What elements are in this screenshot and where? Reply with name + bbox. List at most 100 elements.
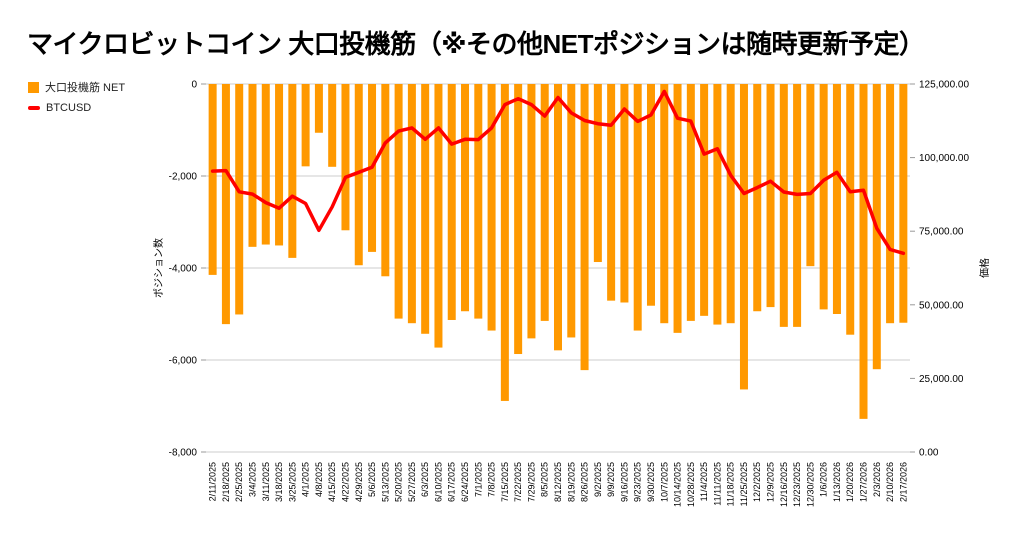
net-bar	[832, 84, 841, 314]
x-axis-tick-label: 8/5/2025	[540, 462, 550, 497]
net-bar	[301, 84, 310, 167]
x-axis-tick-label: 1/6/2026	[819, 462, 829, 497]
x-axis-tick-label: 6/10/2025	[433, 462, 443, 502]
net-bar	[434, 84, 443, 348]
net-bar	[859, 84, 868, 419]
net-bar	[288, 84, 297, 258]
x-axis-tick-label: 4/22/2025	[340, 462, 350, 502]
net-bar	[899, 84, 908, 323]
x-axis-tick-label: 5/20/2025	[394, 462, 404, 502]
net-bar	[514, 84, 523, 355]
right-axis-tick-label: 75,000.00	[919, 227, 964, 238]
net-bar	[886, 84, 895, 324]
left-axis-tick-label: -2,000	[169, 172, 198, 183]
net-bar	[739, 84, 748, 390]
x-axis-tick-label: 3/18/2025	[274, 462, 284, 502]
net-bar	[275, 84, 284, 246]
net-bar	[527, 84, 536, 339]
chart-legend: 大口投機筋 NET BTCUSD	[28, 79, 125, 121]
x-axis-tick-label: 7/22/2025	[513, 462, 523, 502]
net-bar	[633, 84, 642, 331]
x-axis-tick-label: 8/26/2025	[580, 462, 590, 502]
x-axis-tick-label: 2/18/2025	[221, 462, 231, 502]
x-axis-tick-label: 2/3/2026	[872, 462, 882, 497]
btcusd-line	[210, 89, 906, 256]
x-axis-tick-label: 9/2/2025	[593, 462, 603, 497]
legend-item-net: 大口投機筋 NET	[28, 79, 125, 95]
right-axis-tick-label: 0.00	[919, 448, 939, 459]
net-bar	[354, 84, 363, 266]
x-axis-tick-label: 5/13/2025	[380, 462, 390, 502]
x-axis-tick-label: 10/7/2025	[659, 462, 669, 502]
net-bar	[686, 84, 695, 321]
x-axis-tick-label: 7/8/2025	[487, 462, 497, 497]
right-axis-title: 価格	[978, 258, 991, 278]
net-bar	[208, 84, 217, 275]
x-axis-tick-label: 3/11/2025	[261, 462, 271, 501]
x-axis-tick-label: 1/20/2026	[845, 462, 855, 502]
x-axis-tick-label: 2/10/2026	[885, 462, 895, 502]
net-bar	[793, 84, 802, 327]
x-axis-tick-label: 12/23/2025	[792, 462, 802, 507]
net-bar	[567, 84, 576, 338]
left-axis-tick-label: -8,000	[169, 448, 198, 459]
net-bar	[713, 84, 722, 325]
x-axis-tick-label: 5/27/2025	[407, 462, 417, 502]
x-axis-tick-label: 9/30/2025	[646, 462, 656, 502]
x-axis-tick-label: 12/16/2025	[779, 462, 789, 507]
bar-series-swatch-icon	[28, 81, 39, 93]
right-axis-tick-label: 25,000.00	[919, 374, 964, 385]
right-axis-tick-label: 100,000.00	[919, 153, 969, 164]
net-bar	[620, 84, 629, 303]
x-axis-tick-label: 4/15/2025	[327, 462, 337, 502]
net-bar	[487, 84, 496, 331]
net-bar	[221, 84, 230, 325]
net-bar	[500, 84, 509, 401]
x-axis-tick-label: 12/2/2025	[752, 462, 762, 502]
x-axis-tick-label: 4/29/2025	[354, 462, 364, 502]
net-bar	[328, 84, 337, 167]
x-axis-tick-label: 8/19/2025	[566, 462, 576, 502]
net-bar	[819, 84, 828, 310]
x-axis-tick-label: 7/15/2025	[500, 462, 510, 502]
net-bar	[846, 84, 855, 335]
net-bar	[779, 84, 788, 327]
x-axis-tick-label: 8/12/2025	[553, 462, 563, 502]
x-axis-tick-label: 3/25/2025	[287, 462, 297, 502]
net-bar	[248, 84, 257, 247]
net-bar	[766, 84, 775, 308]
net-bar	[261, 84, 270, 245]
net-bar	[700, 84, 709, 316]
net-bar	[580, 84, 589, 371]
x-axis-tick-label: 9/16/2025	[619, 462, 629, 502]
net-bar	[407, 84, 416, 324]
net-bar	[341, 84, 350, 231]
x-axis-tick-label: 7/29/2025	[526, 462, 536, 502]
x-axis-tick-label: 6/24/2025	[460, 462, 470, 502]
net-bar	[314, 84, 323, 133]
chart-title: マイクロビットコイン 大口投機筋（※その他NETポジションは随時更新予定）	[27, 29, 925, 59]
line-series-swatch-icon	[28, 106, 40, 110]
right-axis-tick-label: 50,000.00	[919, 300, 964, 311]
x-axis-tick-label: 5/6/2025	[367, 462, 377, 497]
x-axis-tick-label: 10/28/2025	[686, 462, 696, 507]
net-bar	[673, 84, 682, 333]
net-bar	[607, 84, 616, 301]
left-axis-title: ポジション数	[152, 238, 165, 298]
net-bar	[421, 84, 430, 334]
x-axis-tick-label: 3/4/2025	[247, 462, 257, 497]
net-bar	[646, 84, 655, 306]
x-axis-tick-label: 12/9/2025	[766, 462, 776, 502]
x-axis-tick-label: 2/11/2025	[208, 462, 218, 501]
left-axis-tick-label: -6,000	[169, 356, 198, 367]
x-axis-tick-label: 1/27/2026	[859, 462, 869, 502]
x-axis-tick-label: 7/1/2025	[473, 462, 483, 497]
left-axis-tick-label: -4,000	[169, 264, 198, 275]
net-bar	[381, 84, 390, 277]
x-axis-tick-label: 12/30/2025	[805, 462, 815, 507]
x-axis-tick-label: 11/18/2025	[726, 462, 736, 506]
x-axis-tick-label: 9/23/2025	[633, 462, 643, 502]
net-bar	[540, 84, 549, 321]
